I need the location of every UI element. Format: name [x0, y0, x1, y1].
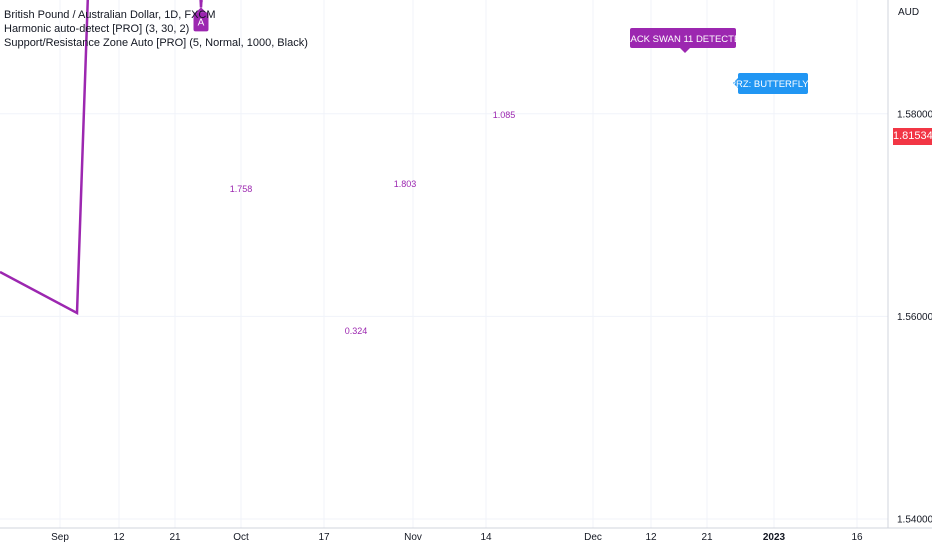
y-tick-label: 1.56000 [897, 312, 932, 323]
y-tick-label: 1.54000 [897, 515, 932, 526]
prz-text: PRZ: BUTTERFLY 9 [730, 79, 817, 90]
indicator-harmonic[interactable]: Harmonic auto-detect [PRO] (3, 30, 2) [4, 23, 190, 35]
chart-legend: British Pound / Australian Dollar, 1D, F… [4, 8, 308, 50]
ratio-label: 1.758 [230, 184, 253, 194]
y-tick-label: 1.58000 [897, 109, 932, 120]
black-swan-text: BLACK SWAN 11 DETECTED [619, 34, 747, 45]
point-marker-tip [196, 7, 206, 13]
point-label: A [198, 17, 205, 28]
harmonic-patterns [0, 0, 203, 316]
x-tick-label: 16 [851, 532, 863, 543]
ratio-label: 1.803 [394, 179, 417, 189]
x-tick-label: 12 [113, 532, 125, 543]
x-tick-label: Sep [51, 532, 69, 543]
x-tick-label: Nov [404, 532, 422, 543]
harmonic-lead-leg [0, 0, 90, 316]
point-marker [193, 12, 209, 32]
x-tick-label: 17 [318, 532, 330, 543]
harmonic-ratio-line [200, 0, 203, 8]
harmonic-purple-legs [199, 0, 203, 8]
x-tick-label: 14 [480, 532, 492, 543]
x-tick-label: Oct [233, 532, 249, 543]
indicator-sr-zones[interactable]: Support/Resistance Zone Auto [PRO] (5, N… [4, 37, 308, 49]
x-tick-label: 21 [169, 532, 181, 543]
ratio-label: 0.324 [345, 326, 368, 336]
black-swan-badge [630, 28, 736, 48]
black-swan-badge-tip [680, 48, 690, 53]
x-tick-label: 12 [645, 532, 657, 543]
x-tick-label: 21 [701, 532, 713, 543]
last-price-tag: 1.81534 [893, 128, 932, 145]
currency-label: AUD [898, 7, 920, 18]
x-tick-label: Dec [584, 532, 602, 543]
ratio-label: 1.085 [493, 110, 516, 120]
prz-badge [738, 73, 808, 94]
symbol-title[interactable]: British Pound / Australian Dollar, 1D, F… [4, 9, 216, 21]
prz-badge-tip [733, 78, 738, 88]
x-tick-label: 2023 [763, 532, 786, 543]
chart-grid [0, 0, 888, 528]
